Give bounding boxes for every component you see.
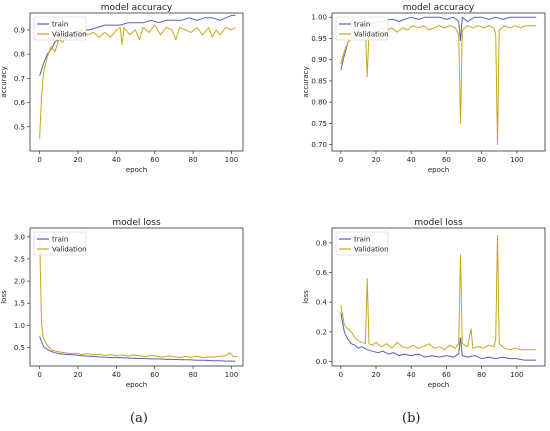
x-tick-label: 0 bbox=[37, 371, 41, 379]
legend-label: Validation bbox=[354, 31, 389, 39]
y-tick-label: 0.5 bbox=[14, 123, 25, 131]
x-tick-label: 0 bbox=[339, 156, 343, 164]
chart-1: model accuracy 0 20 40 60 80 100 0.5 0.6 0.7 0.8 0.… bbox=[0, 3, 244, 174]
chart-4: model loss 0 20 40 60 80 100 0.0 0.2 0.4 0.6 0.8 epo… bbox=[302, 218, 546, 389]
y-tick-label: 2.5 bbox=[14, 255, 25, 263]
x-tick-label: 60 bbox=[150, 371, 159, 379]
x-tick-label: 80 bbox=[477, 371, 486, 379]
chart-title: model loss bbox=[414, 218, 463, 228]
chart-3: model loss 0 20 40 60 80 100 0.5 1.0 1.5 2.0 2.5 3.0… bbox=[0, 218, 244, 389]
x-tick-label: 40 bbox=[407, 371, 416, 379]
legend-label: train bbox=[354, 21, 370, 29]
y-tick-label: 1.5 bbox=[14, 300, 25, 308]
series-line-train bbox=[340, 312, 537, 361]
caption-b: (b) bbox=[402, 411, 421, 426]
x-tick-label: 20 bbox=[74, 156, 83, 164]
plot-frame bbox=[331, 12, 546, 152]
legend-label: Validation bbox=[52, 246, 87, 254]
y-tick-label: 3.0 bbox=[14, 233, 25, 241]
y-tick-label: 0.4 bbox=[316, 299, 328, 307]
y-tick-label: 0.85 bbox=[311, 77, 327, 85]
y-tick-label: 0.75 bbox=[311, 120, 327, 128]
caption-a: (a) bbox=[130, 411, 148, 426]
plot-frame bbox=[331, 227, 546, 367]
series-line-validation bbox=[39, 24, 236, 139]
y-tick-label: 0.6 bbox=[14, 99, 26, 107]
x-tick-label: 40 bbox=[407, 156, 416, 164]
x-tick-label: 60 bbox=[150, 156, 159, 164]
legend-label: train bbox=[52, 236, 68, 244]
y-tick-label: 0.90 bbox=[311, 56, 327, 64]
x-tick-label: 40 bbox=[112, 371, 121, 379]
x-axis-label: epoch bbox=[428, 166, 449, 174]
y-tick-label: 0.95 bbox=[311, 35, 327, 43]
x-tick-label: 80 bbox=[477, 156, 486, 164]
y-axis-label: accuracy bbox=[0, 66, 8, 98]
y-tick-label: 0.6 bbox=[316, 269, 328, 277]
series-line-train bbox=[39, 336, 236, 362]
y-axis-label: loss bbox=[302, 290, 310, 304]
x-axis-label: epoch bbox=[126, 166, 147, 174]
chart-title: model loss bbox=[112, 218, 161, 228]
series-line-validation bbox=[340, 234, 537, 351]
y-tick-label: 0.8 bbox=[14, 51, 25, 59]
x-tick-label: 100 bbox=[510, 156, 523, 164]
y-axis-label: loss bbox=[0, 290, 8, 304]
chart-title: model accuracy bbox=[403, 3, 475, 13]
chart-title: model accuracy bbox=[101, 3, 173, 13]
x-tick-label: 80 bbox=[189, 156, 198, 164]
x-tick-label: 0 bbox=[339, 371, 343, 379]
x-tick-label: 40 bbox=[112, 156, 121, 164]
y-tick-label: 1.00 bbox=[311, 14, 327, 22]
x-tick-label: 60 bbox=[442, 371, 451, 379]
x-tick-label: 80 bbox=[189, 371, 198, 379]
plot-frame bbox=[29, 227, 244, 367]
y-tick-label: 2.0 bbox=[14, 278, 25, 286]
chart-2: model accuracy 0 20 40 60 80 100 0.70 0.75 0.80 0.… bbox=[302, 3, 546, 174]
y-tick-label: 0.70 bbox=[311, 141, 327, 149]
y-tick-label: 0.5 bbox=[14, 344, 25, 352]
x-axis-label: epoch bbox=[126, 381, 147, 389]
plot-frame bbox=[29, 12, 244, 152]
legend-label: train bbox=[52, 21, 68, 29]
y-tick-label: 0.2 bbox=[316, 328, 327, 336]
legend-label: Validation bbox=[52, 31, 87, 39]
y-axis-label: accuracy bbox=[302, 66, 310, 98]
x-tick-label: 100 bbox=[510, 371, 523, 379]
x-tick-label: 60 bbox=[442, 156, 451, 164]
legend-label: train bbox=[354, 236, 370, 244]
x-tick-label: 20 bbox=[74, 371, 83, 379]
x-tick-label: 0 bbox=[37, 156, 41, 164]
legend-label: Validation bbox=[354, 246, 389, 254]
y-tick-label: 0.9 bbox=[14, 26, 25, 34]
series-line-validation bbox=[39, 234, 238, 359]
y-tick-label: 1.0 bbox=[14, 322, 25, 330]
y-tick-label: 0.0 bbox=[316, 358, 327, 366]
x-tick-label: 100 bbox=[225, 156, 238, 164]
x-tick-label: 20 bbox=[372, 371, 381, 379]
x-tick-label: 100 bbox=[225, 371, 238, 379]
series-line-validation bbox=[340, 25, 537, 146]
y-tick-label: 0.80 bbox=[311, 99, 327, 107]
x-tick-label: 20 bbox=[372, 156, 381, 164]
y-tick-label: 0.7 bbox=[14, 75, 25, 83]
y-tick-label: 0.8 bbox=[316, 239, 327, 247]
x-axis-label: epoch bbox=[428, 381, 449, 389]
